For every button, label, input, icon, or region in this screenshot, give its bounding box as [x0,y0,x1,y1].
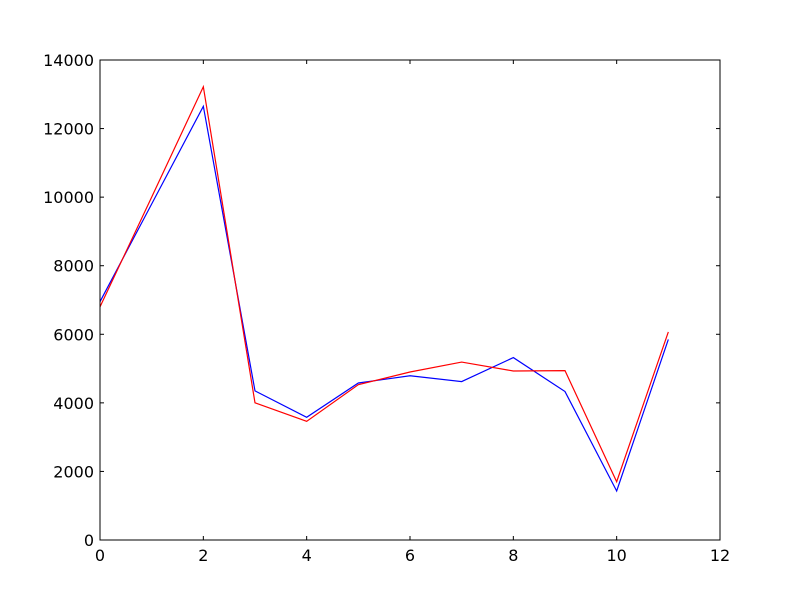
x-tick-label: 4 [302,546,312,565]
series-0 [99,104,669,493]
y-tick-label: 2000 [53,462,94,481]
x-tick-label: 10 [606,546,626,565]
y-tick-label: 8000 [53,257,94,276]
x-tick-label: 8 [508,546,518,565]
series-line-0 [99,104,669,493]
axes-frame [99,59,721,541]
series-line-1 [99,84,669,484]
y-tick-label: 12000 [43,120,94,139]
x-tick-label: 12 [710,546,730,565]
series-1 [99,84,669,484]
x-tick-label: 0 [95,546,105,565]
x-tick-label: 6 [405,546,415,565]
y-tick-label: 0 [84,531,94,550]
ticks-layer [99,59,721,541]
series-layer [99,84,669,493]
y-tick-label: 6000 [53,325,94,344]
y-tick-label: 10000 [43,188,94,207]
y-tick-label: 14000 [43,51,94,70]
tick-labels: 0 2 4 6 8 10 12 0 2000 4000 6000 8000 10000 12000 1400… [43,51,730,565]
y-tick-label: 4000 [53,394,94,413]
x-tick-label: 2 [198,546,208,565]
